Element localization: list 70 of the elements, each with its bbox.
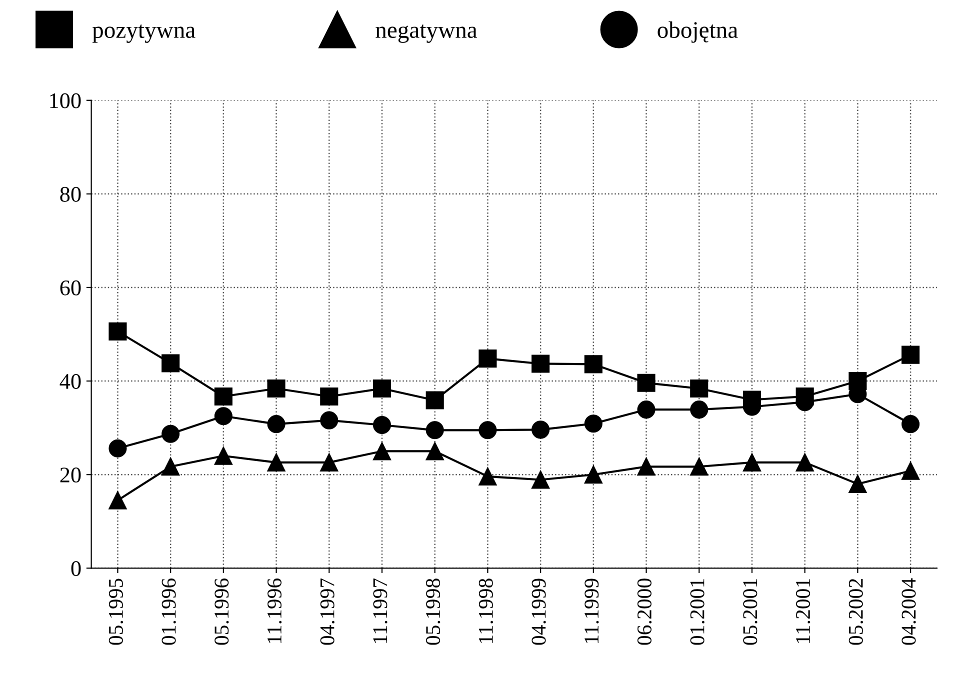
x-tick-label: 11.2001 [796,579,810,643]
legend-label: obojętna [658,21,738,43]
x-tick-label: 05.2002 [848,579,863,645]
point [690,458,708,476]
x-tick-label: 05.1995 [108,578,124,645]
point [532,470,550,489]
point [584,414,602,433]
point [108,439,127,458]
point [532,420,550,439]
point [478,350,497,368]
point [426,442,444,460]
x-tick-label: 01.1996 [162,578,176,645]
point [267,415,286,434]
x-tick-label: 04.1999 [532,578,546,645]
x-tick-label: 11.1999 [584,578,599,643]
point [848,372,867,390]
point [162,354,180,372]
point [742,390,762,409]
x-tick-label: 11.1998 [478,578,494,643]
point [902,462,920,480]
legend-label: negatywna [376,24,478,43]
point [214,446,232,465]
point [848,474,867,493]
point [532,354,550,373]
point [320,387,338,406]
y-tick-label: 60 [60,280,81,296]
point [637,400,656,419]
point [478,421,497,440]
point [690,400,708,419]
point [162,424,180,443]
point [108,322,127,340]
point [267,379,286,398]
y-tick-label: 0 [71,561,81,576]
x-tick-label: 04.1997 [320,578,334,645]
x-tick-label: 04.2004 [902,578,916,645]
point [902,346,920,364]
point [214,407,232,426]
x-tick-label: 11.1996 [268,578,282,643]
legend-label: pozytywna [92,24,196,43]
y-tick-label: 40 [60,374,81,389]
point [214,387,232,406]
point [320,411,338,430]
point [478,467,497,486]
point [162,458,180,476]
x-tick-label: 11.1997 [373,578,388,643]
point [372,416,392,434]
point [426,421,444,440]
point [267,453,286,472]
point [426,391,444,410]
x-tick-label: 05.1998 [426,578,440,645]
point [584,355,602,374]
y-tick-label: 20 [60,468,81,483]
point [742,453,762,472]
y-tick-label: 80 [60,186,81,202]
point [796,387,814,406]
point [902,415,920,434]
point [372,379,392,398]
point [637,374,656,392]
x-tick-label: 06.2000 [637,578,652,645]
x-tick-label: 01.2001 [690,579,704,645]
x-tick-label: 05.2001 [743,579,758,645]
x-tick-label: 05.1996 [214,578,229,645]
point [690,379,708,398]
point [372,442,392,460]
point [108,491,127,510]
point [796,453,814,472]
point [320,453,338,472]
point [637,458,656,476]
y-tick-label: 100 [50,93,81,108]
point [584,466,602,484]
